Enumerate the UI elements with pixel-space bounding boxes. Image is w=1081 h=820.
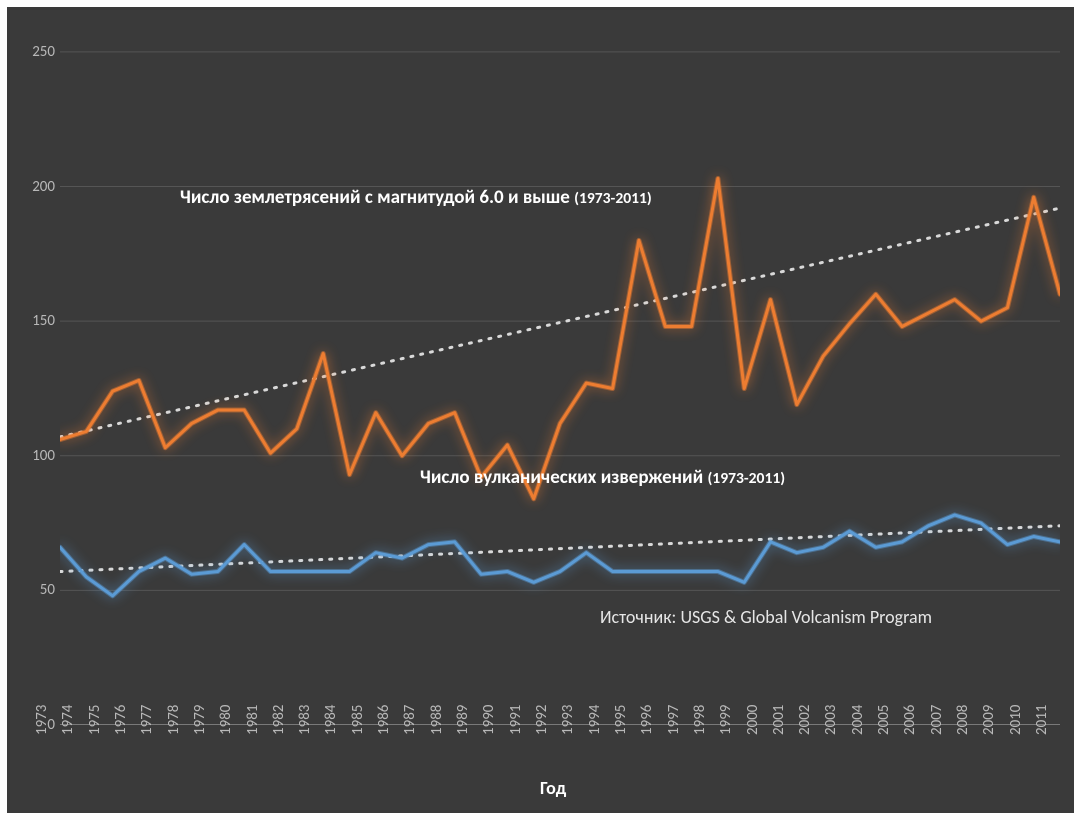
x-tick-label: 1984 xyxy=(322,705,340,735)
source-text: USGS & Global Volcanism Program xyxy=(680,606,932,628)
source-label: Источник: USGS & Global Volcanism Progra… xyxy=(600,606,932,628)
x-tick-label: 1986 xyxy=(375,705,393,735)
x-tick-label: 2005 xyxy=(875,705,893,735)
x-tick-label: 1983 xyxy=(296,705,314,735)
series-label-earthquakes-sub: (1973-2011) xyxy=(574,189,652,208)
source-prefix: Источник: xyxy=(600,606,680,628)
y-tick-label: 50 xyxy=(15,581,55,599)
y-tick-label: 100 xyxy=(15,447,55,465)
x-tick-label: 2010 xyxy=(1007,705,1025,735)
x-tick-label: 1985 xyxy=(349,705,367,735)
x-tick-label: 1987 xyxy=(401,705,419,735)
x-tick-label: 1973 xyxy=(33,705,51,735)
x-tick-label: 1976 xyxy=(112,705,130,735)
x-tick-label: 2011 xyxy=(1033,705,1051,735)
x-tick-label: 1992 xyxy=(533,705,551,735)
x-tick-label: 1990 xyxy=(480,705,498,735)
x-tick-label: 1980 xyxy=(217,705,235,735)
x-tick-label: 2007 xyxy=(928,705,946,735)
x-tick-label: 1977 xyxy=(138,705,156,735)
series-label-volcanoes-sub: (1973-2011) xyxy=(707,469,785,488)
x-tick-label: 2001 xyxy=(770,705,788,735)
x-tick-label: 1996 xyxy=(638,705,656,735)
x-tick-label: 1993 xyxy=(559,705,577,735)
x-tick-label: 1981 xyxy=(244,705,262,735)
x-tick-label: 1999 xyxy=(717,705,735,735)
x-tick-label: 2009 xyxy=(980,705,998,735)
x-tick-label: 1994 xyxy=(586,705,604,735)
series-label-volcanoes-main: Число вулканических извержений xyxy=(420,466,703,489)
chart-frame: 050100150200250 197319741975197619771978… xyxy=(0,0,1081,820)
x-axis-title: Год xyxy=(540,777,566,799)
x-tick-label: 1978 xyxy=(165,705,183,735)
x-tick-label: 1995 xyxy=(612,705,630,735)
x-tick-label: 1991 xyxy=(507,705,525,735)
y-tick-label: 150 xyxy=(15,312,55,330)
x-tick-label: 1988 xyxy=(428,705,446,735)
y-tick-label: 200 xyxy=(15,178,55,196)
x-tick-label: 1975 xyxy=(86,705,104,735)
y-tick-label: 250 xyxy=(15,43,55,61)
x-tick-label: 2003 xyxy=(822,705,840,735)
series-label-earthquakes-main: Число землетрясений с магнитудой 6.0 и в… xyxy=(180,186,570,209)
x-tick-label: 2006 xyxy=(901,705,919,735)
x-tick-label: 1997 xyxy=(665,705,683,735)
x-tick-label: 1989 xyxy=(454,705,472,735)
x-tick-label: 2008 xyxy=(954,705,972,735)
series-label-volcanoes: Число вулканических извержений (1973-201… xyxy=(420,466,785,489)
x-tick-label: 2004 xyxy=(849,705,867,735)
x-tick-label: 1979 xyxy=(191,705,209,735)
x-tick-label: 1982 xyxy=(270,705,288,735)
x-tick-label: 2000 xyxy=(744,705,762,735)
series-label-earthquakes: Число землетрясений с магнитудой 6.0 и в… xyxy=(180,186,652,209)
x-tick-label: 1974 xyxy=(59,705,77,735)
x-tick-label: 2002 xyxy=(796,705,814,735)
x-tick-label: 1998 xyxy=(691,705,709,735)
